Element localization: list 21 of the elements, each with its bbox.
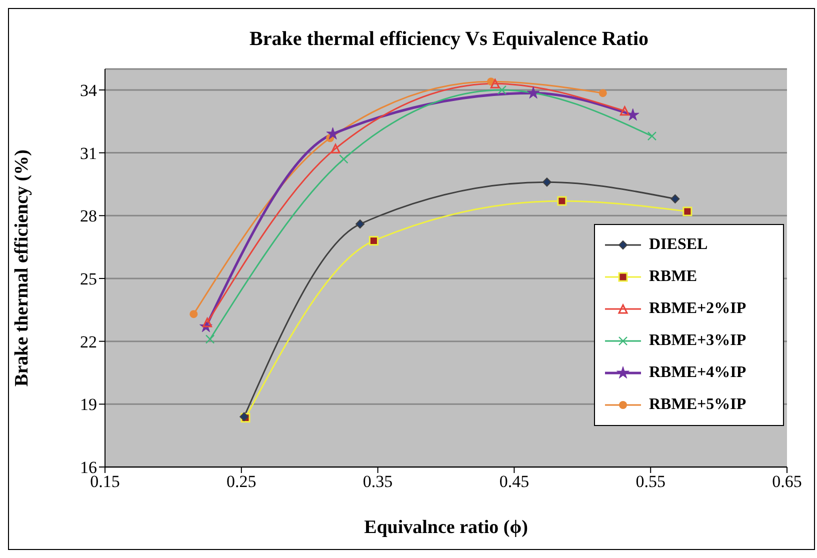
y-tick-label: 25 <box>80 270 97 289</box>
y-tick-label: 34 <box>80 80 98 100</box>
legend-label: RBME <box>649 268 697 286</box>
legend-label: RBME+3%IP <box>649 332 746 350</box>
x-tick-label: 0.45 <box>499 472 530 492</box>
y-tick-label: 22 <box>80 332 97 352</box>
x-tick-label: 0.65 <box>772 472 802 492</box>
x-tick-label: 0.55 <box>636 472 666 492</box>
x-tick-label: 0.15 <box>90 472 120 492</box>
legend-label: RBME+5%IP <box>649 396 746 414</box>
legend-label: RBME+2%IP <box>649 300 746 318</box>
y-tick-label: 19 <box>80 395 97 414</box>
y-tick-label: 28 <box>80 206 97 226</box>
x-tick-label: 0.25 <box>226 472 256 492</box>
legend-label: DIESEL <box>649 236 708 254</box>
y-tick-label: 31 <box>80 144 97 163</box>
legend-label: RBME+4%IP <box>649 364 746 382</box>
chart-title: Brake thermal efficiency Vs Equivalence Ratio <box>249 28 649 50</box>
x-tick-label: 0.35 <box>362 472 393 492</box>
y-axis-title: Brake thermal efficiency (%) <box>12 150 33 386</box>
x-axis-title: Equivalnce ratio (ϕ) <box>364 517 528 538</box>
